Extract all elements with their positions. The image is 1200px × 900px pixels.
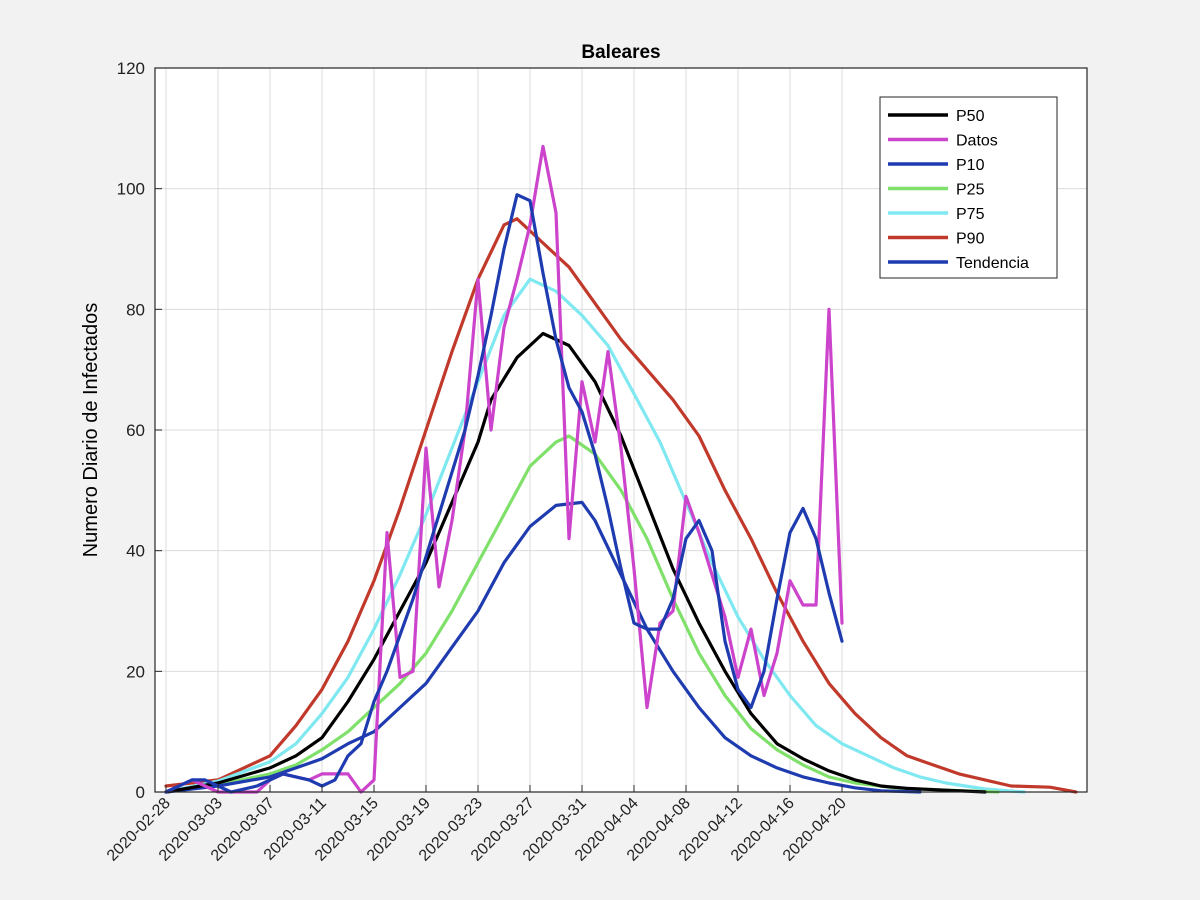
x-axis: 2020-02-282020-03-032020-03-072020-03-11…	[104, 785, 850, 865]
y-axis: 0 20 40 60 80 100 120	[117, 59, 162, 802]
y-tick-label: 20	[126, 662, 145, 681]
y-axis-label: Numero Diario de Infectados	[80, 303, 102, 558]
legend-label: P50	[956, 108, 985, 125]
y-tick-label: 40	[126, 542, 145, 561]
y-tick-label: 80	[126, 300, 145, 319]
series-line-p25	[164, 434, 1000, 794]
legend-label: P10	[956, 157, 985, 174]
legend-label: Tendencia	[956, 255, 1029, 272]
legend: P50 Datos P10 P25 P75 P90 Tendencia	[879, 96, 1058, 279]
y-tick-label: 100	[117, 180, 145, 199]
series-line-p50	[164, 331, 987, 794]
y-tick-label: 120	[117, 59, 145, 78]
series-line-p75	[164, 277, 1026, 794]
legend-label: Datos	[956, 133, 998, 150]
y-tick-label: 0	[136, 783, 145, 802]
series-line-p90	[164, 217, 1078, 794]
legend-label: P90	[956, 231, 985, 248]
legend-label: P25	[956, 182, 985, 199]
chart-title: Baleares	[581, 42, 660, 63]
legend-label: P75	[956, 206, 985, 223]
y-tick-label: 60	[126, 421, 145, 440]
